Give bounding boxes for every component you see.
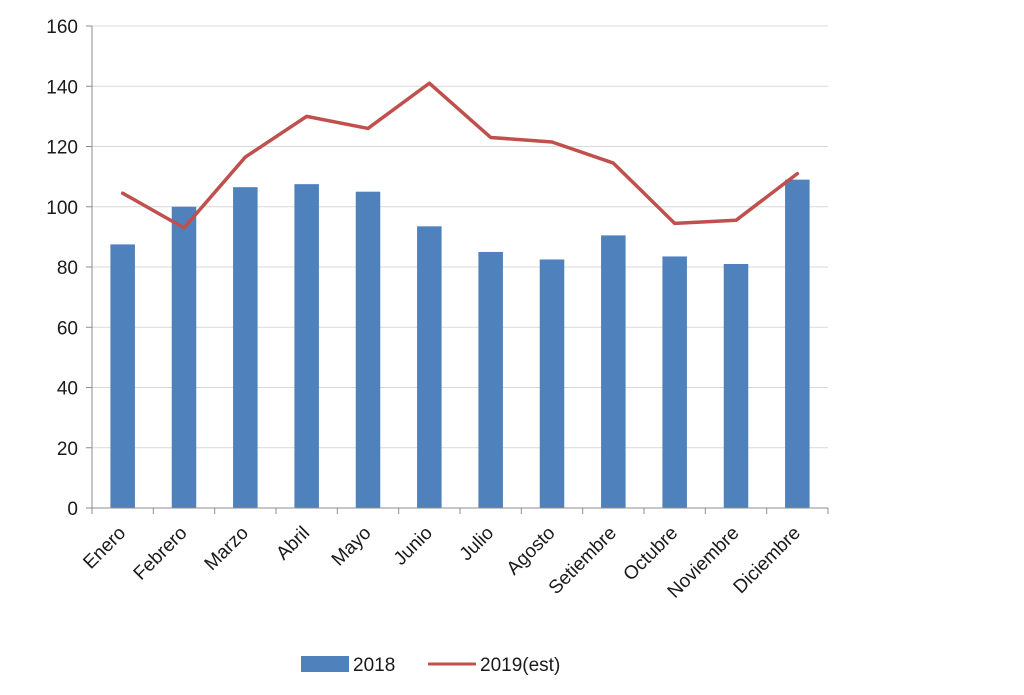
legend-swatch-2018 (301, 656, 349, 672)
x-tick-label: Diciembre (730, 523, 805, 598)
legend: 2018 2019(est) (301, 655, 560, 676)
legend-label-2019-est: 2019(est) (480, 655, 560, 676)
bar-agosto (539, 259, 565, 508)
y-tick-label: 40 (57, 379, 78, 400)
bar-noviembre (723, 263, 749, 508)
y-tick-label: 0 (67, 499, 78, 520)
x-tick-label: Abril (272, 523, 314, 565)
series-line-2019-est (120, 81, 800, 230)
y-tick-label: 160 (46, 17, 78, 38)
x-tick-labels: Enero Febrero Marzo Abril Mayo Junio Julio Agos… (80, 523, 805, 603)
y-tick-label: 60 (57, 318, 78, 339)
bar-junio (417, 226, 442, 509)
x-tick-label: Enero (80, 523, 131, 574)
bar-setiembre (601, 235, 626, 508)
gridlines (86, 25, 828, 509)
x-tick-label: Octubre (620, 523, 683, 586)
y-tick-labels: 0 20 40 60 80 100 120 140 160 (46, 17, 78, 520)
x-tick-label: Julio (456, 523, 498, 565)
x-tick-label: Febrero (130, 523, 192, 585)
y-tick-label: 120 (46, 138, 78, 159)
legend-label-2018: 2018 (353, 655, 395, 676)
y-tick-label: 80 (57, 258, 78, 279)
y-tick-label: 20 (57, 439, 78, 460)
bar-enero (110, 244, 135, 508)
line-2019 (120, 81, 800, 230)
bar-febrero (171, 206, 197, 508)
x-tick-label: Mayo (328, 523, 376, 571)
bar-octubre (662, 256, 687, 508)
bar-diciembre (785, 179, 810, 508)
y-tick-label: 140 (46, 77, 78, 98)
bar-julio (478, 251, 503, 508)
x-tick-label: Junio (390, 523, 437, 570)
bars-2018 (110, 179, 810, 509)
bar-abril (294, 184, 319, 508)
x-tick-label: Agosto (503, 523, 560, 580)
bar-mayo (355, 191, 381, 508)
bar-marzo (233, 187, 258, 508)
x-tick-label: Setiembre (545, 523, 621, 599)
y-tick-label: 100 (46, 198, 78, 219)
x-tick-label: Marzo (201, 523, 253, 575)
axes (91, 26, 829, 514)
